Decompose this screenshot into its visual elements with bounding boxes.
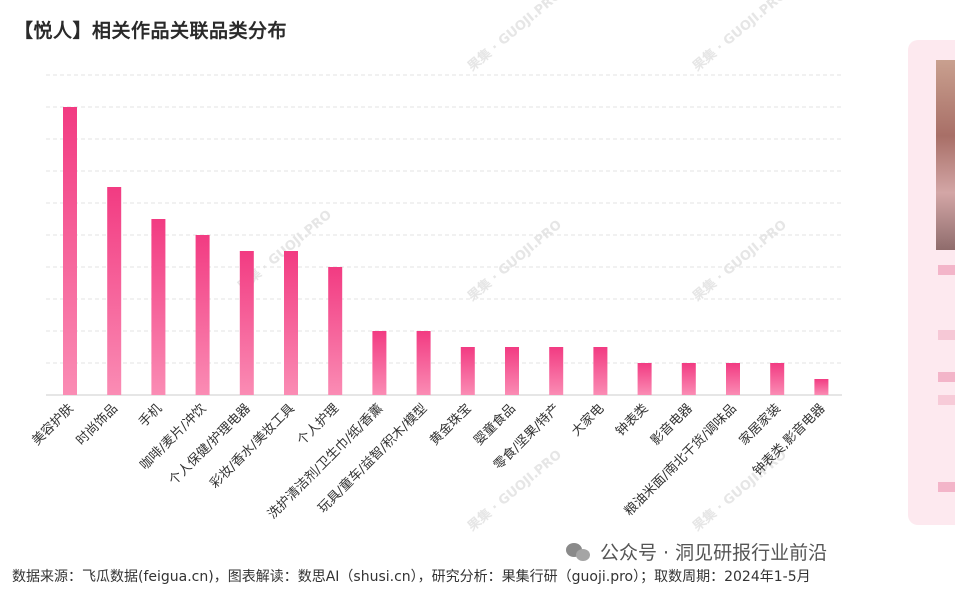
x-tick-label: 钟表类 <box>613 401 652 440</box>
x-tick-label: 美容护肤 <box>29 401 77 449</box>
bar <box>107 187 122 395</box>
bar <box>195 235 210 395</box>
side-thumbnail <box>936 60 955 250</box>
side-blur <box>938 265 955 275</box>
chart-title: 【悦人】相关作品关联品类分布 <box>14 20 288 42</box>
x-tick-label: 个人保健/护理电器 <box>166 401 253 488</box>
bar <box>726 363 740 395</box>
bar <box>239 251 254 395</box>
bar <box>814 379 829 395</box>
chart-bars <box>63 107 829 395</box>
side-blur <box>938 482 955 492</box>
bar <box>505 347 519 395</box>
bar <box>151 219 166 395</box>
wechat-label: 公众号 · 洞见研报行业前沿 <box>600 542 828 564</box>
data-source-footer: 数据来源：飞瓜数据(feigua.cn)，图表解读：数思AI（shusi.cn）… <box>12 569 811 585</box>
bar <box>328 267 343 395</box>
bar <box>549 347 564 395</box>
x-tick-label: 黄金珠宝 <box>427 401 475 449</box>
side-blur <box>938 395 955 405</box>
bar <box>770 363 785 395</box>
bar <box>284 251 298 395</box>
bar <box>637 363 652 395</box>
bar <box>593 347 608 395</box>
bar <box>63 107 77 395</box>
x-tick-label: 手机 <box>136 401 165 430</box>
x-tick-label: 彩妆/香水/美妆工具 <box>207 401 297 491</box>
wechat-icon <box>566 541 592 563</box>
side-blur <box>938 330 955 340</box>
bar <box>416 331 431 395</box>
bar <box>372 331 387 395</box>
x-tick-label: 时尚饰品 <box>74 401 121 448</box>
x-tick-label: 大家电 <box>568 401 607 440</box>
bar <box>681 363 696 395</box>
side-blur <box>938 372 955 382</box>
wechat-account: 公众号 · 洞见研报行业前沿 <box>566 538 827 565</box>
chart-grid <box>46 74 842 396</box>
bar <box>460 347 475 395</box>
